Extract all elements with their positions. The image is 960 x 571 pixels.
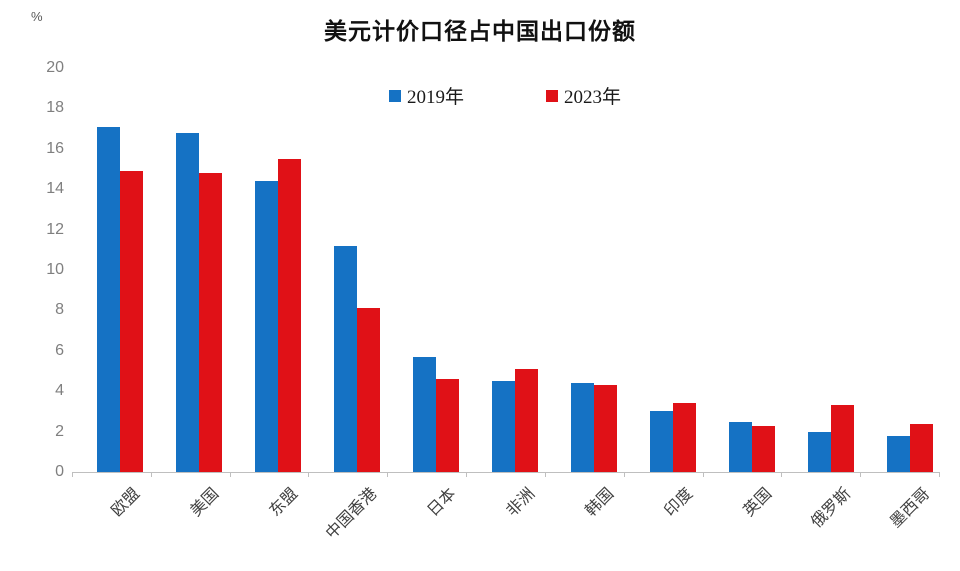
y-axis-tick-label: 0 [55, 463, 64, 480]
plot-area: 20 18 16 14 12 10 8 6 4 2 0 欧盟 美国 东盟 中国香港 日本 非洲 韩国 印度 英国 俄罗… [46, 59, 940, 543]
x-axis-labels: 欧盟 美国 东盟 中国香港 日本 非洲 韩国 印度 英国 俄罗斯 墨西哥 [72, 481, 940, 551]
bar-2019年-中国香港 [334, 245, 358, 472]
x-axis-tick [388, 472, 468, 477]
y-axis-unit-label: % [31, 9, 43, 24]
bar-2019年-韩国 [570, 383, 594, 472]
y-axis-tick-label: 8 [55, 301, 64, 319]
x-axis-category-label: 俄罗斯 [807, 485, 854, 532]
bar-2019年-墨西哥 [886, 435, 910, 472]
bars-container [72, 68, 940, 472]
bar-2019年-欧盟 [97, 126, 121, 472]
bar-group [230, 68, 309, 472]
x-axis-category-label: 墨西哥 [886, 485, 933, 532]
x-axis-tick [546, 472, 625, 477]
bar-2019年-俄罗斯 [807, 431, 831, 472]
bar-2019年-东盟 [255, 181, 279, 472]
legend-label-2019: 2019年 [406, 87, 464, 108]
x-axis-tick [467, 472, 546, 477]
y-axis-tick-label: 20 [46, 59, 64, 76]
y-axis-tick-label: 6 [55, 341, 64, 359]
bar-2019年-非洲 [491, 381, 515, 472]
bar-2023年-墨西哥 [909, 423, 933, 472]
bar-2023年-俄罗斯 [830, 405, 854, 472]
bar-group [703, 68, 782, 472]
x-axis-category-label: 印度 [661, 485, 697, 520]
x-axis-ticks [72, 472, 940, 477]
bar-group [388, 68, 467, 472]
legend-item-2023: 2023年 [546, 82, 621, 109]
x-axis-category-label: 美国 [187, 485, 223, 520]
bar-2023年-英国 [751, 425, 775, 472]
x-axis-category-label: 中国香港 [323, 485, 381, 543]
bar-group [72, 68, 151, 472]
legend-swatch-2023-icon [546, 89, 558, 102]
bar-group [467, 68, 546, 472]
bar-2019年-日本 [413, 356, 437, 472]
bar-2023年-东盟 [278, 158, 302, 472]
x-axis-category-label: 东盟 [266, 485, 302, 520]
bar-2019年-美国 [176, 132, 200, 472]
x-axis-category-label: 日本 [424, 485, 460, 520]
x-axis-tick [625, 472, 704, 477]
x-axis-tick [861, 472, 940, 477]
bar-2019年-印度 [649, 411, 673, 472]
y-axis-tick-label: 12 [46, 220, 64, 238]
legend-item-2019: 2019年 [388, 82, 464, 109]
x-axis-tick [152, 472, 231, 477]
y-axis-tick-label: 14 [46, 180, 64, 198]
x-axis-tick [782, 472, 862, 477]
y-axis-tick-label: 18 [46, 99, 64, 117]
x-axis-tick [72, 472, 152, 477]
y-axis-tick-label: 2 [55, 422, 64, 440]
bar-group [309, 68, 388, 472]
x-axis-tick [704, 472, 783, 477]
bar-2023年-韩国 [593, 385, 617, 472]
x-axis-category-label: 英国 [740, 485, 775, 520]
bar-group [782, 68, 861, 472]
bar-2023年-欧盟 [120, 171, 144, 472]
legend: 2019年 2023年 [25, 82, 960, 109]
y-axis-tick-label: 10 [46, 261, 64, 278]
bar-group [545, 68, 624, 472]
bar-group [151, 68, 230, 472]
bar-2019年-英国 [728, 421, 752, 472]
bar-2023年-日本 [436, 379, 460, 472]
chart-title: 美元计价口径占中国出口份额 [324, 19, 636, 44]
bar-group [861, 68, 940, 472]
x-axis-category-label: 欧盟 [109, 485, 144, 520]
bar-2023年-美国 [199, 173, 223, 472]
legend-label-2023: 2023年 [564, 87, 622, 108]
y-axis-tick-label: 4 [55, 382, 64, 400]
bar-2023年-印度 [672, 403, 696, 472]
bar-group [624, 68, 703, 472]
x-axis-category-label: 韩国 [582, 485, 618, 520]
y-axis: 20 18 16 14 12 10 8 6 4 2 0 [26, 59, 64, 480]
y-axis-tick-label: 16 [46, 139, 64, 157]
x-axis-category-label: 非洲 [503, 485, 539, 520]
x-axis-tick [309, 472, 389, 477]
bar-2023年-中国香港 [357, 308, 381, 472]
x-axis-tick [231, 472, 310, 477]
bar-2023年-非洲 [514, 368, 538, 472]
legend-swatch-2019-icon [388, 89, 401, 102]
